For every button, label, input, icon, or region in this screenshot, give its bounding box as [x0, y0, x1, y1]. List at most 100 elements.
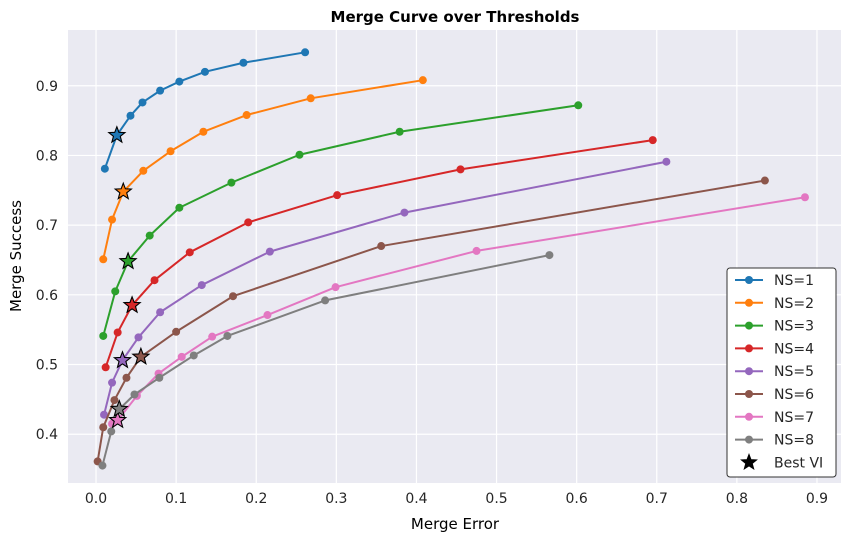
y-tick-label: 0.8	[36, 148, 58, 164]
legend-item: Best VI	[740, 452, 823, 471]
legend-label: NS=4	[774, 341, 814, 357]
data-point	[101, 363, 110, 372]
data-point	[99, 423, 108, 432]
legend-label: NS=6	[774, 387, 814, 403]
x-tick-label: 0.8	[726, 491, 748, 507]
legend-item: NS=3	[735, 319, 814, 335]
data-point	[295, 150, 304, 159]
data-point	[150, 276, 159, 285]
data-point	[108, 378, 117, 387]
data-point	[138, 98, 147, 107]
data-point	[100, 410, 109, 419]
legend-label: NS=3	[774, 319, 814, 335]
tick-labels: 0.0 0.1 0.2 0.3 0.4 0.5 0.6 0.7 0.8 0.9 0.4 0.5 0.6 0…	[36, 79, 828, 507]
series-group	[93, 48, 809, 470]
data-point	[122, 373, 131, 382]
legend-star-marker	[740, 452, 758, 471]
x-tick-label: 0.2	[245, 491, 267, 507]
data-point	[172, 327, 181, 336]
best-vi-star	[107, 125, 127, 144]
data-point	[377, 242, 386, 251]
grid	[68, 30, 841, 483]
legend-item: NS=5	[735, 364, 814, 380]
data-point	[100, 164, 109, 173]
data-point	[395, 127, 404, 136]
y-tick-label: 0.7	[36, 218, 58, 234]
y-tick-label: 0.4	[36, 427, 58, 443]
legend-label: NS=8	[774, 433, 814, 449]
legend-point-marker	[745, 276, 753, 284]
best-vi-star	[113, 181, 133, 200]
x-tick-label: 0.6	[566, 491, 588, 507]
legend-point-marker	[745, 298, 753, 307]
best-vi-star	[112, 350, 133, 369]
data-point	[239, 58, 248, 67]
legend-item: NS=4	[735, 341, 814, 357]
data-point	[265, 247, 274, 256]
data-point	[321, 296, 330, 305]
data-point	[331, 283, 340, 292]
legend-label: NS=2	[774, 296, 814, 312]
data-point	[227, 178, 236, 187]
legend-item: NS=6	[735, 387, 814, 403]
data-point	[199, 127, 208, 136]
data-point	[98, 461, 107, 470]
data-point	[99, 331, 108, 340]
data-point	[244, 218, 253, 227]
x-tick-label: 0.1	[165, 491, 187, 507]
data-point	[108, 215, 117, 224]
legend-point-marker	[745, 435, 753, 444]
data-point	[99, 255, 108, 264]
best-vi-star	[118, 251, 138, 270]
best-vi-markers	[107, 125, 151, 429]
legend-point-marker	[745, 367, 753, 376]
best-vi-star	[122, 295, 142, 314]
best-vi-star	[131, 346, 151, 365]
legend-label: NS=5	[774, 364, 814, 380]
data-point	[177, 352, 186, 361]
legend-label: Best VI	[774, 455, 823, 471]
data-point	[800, 193, 809, 202]
data-point	[175, 77, 184, 86]
data-point	[574, 101, 583, 110]
data-point	[400, 208, 409, 217]
legend-item: NS=1	[735, 273, 814, 289]
data-point	[110, 396, 119, 405]
y-axis-label: Merge Success	[7, 200, 25, 312]
series-ns-5	[100, 157, 671, 419]
data-point	[306, 94, 315, 103]
data-point	[242, 111, 251, 120]
chart-title: Merge Curve over Thresholds	[331, 8, 580, 26]
data-point	[156, 86, 165, 95]
series-ns-4	[101, 136, 657, 372]
legend-point-marker	[745, 344, 753, 353]
data-point	[301, 48, 310, 57]
data-point	[760, 176, 769, 185]
data-point	[113, 328, 122, 337]
data-point	[145, 231, 154, 240]
data-point	[185, 248, 194, 257]
x-tick-label: 0.4	[405, 491, 427, 507]
legend-point-marker	[745, 390, 753, 398]
data-point	[223, 331, 232, 340]
data-point	[166, 147, 175, 156]
x-tick-label: 0.9	[806, 491, 828, 507]
data-point	[155, 373, 164, 382]
x-tick-label: 0.3	[325, 491, 347, 507]
data-point	[456, 165, 465, 174]
data-point	[197, 281, 206, 290]
y-tick-label: 0.6	[36, 288, 58, 304]
legend-point-marker	[745, 321, 753, 330]
y-tick-label: 0.5	[36, 358, 58, 374]
data-point	[333, 191, 342, 200]
data-point	[175, 203, 184, 212]
x-axis-label: Merge Error	[411, 515, 500, 533]
x-tick-label: 0.5	[485, 491, 507, 507]
y-tick-label: 0.9	[36, 79, 58, 95]
best-vi-star	[108, 410, 128, 429]
data-point	[156, 308, 165, 317]
data-point	[472, 246, 481, 255]
data-point	[263, 311, 272, 320]
data-point	[130, 390, 139, 399]
